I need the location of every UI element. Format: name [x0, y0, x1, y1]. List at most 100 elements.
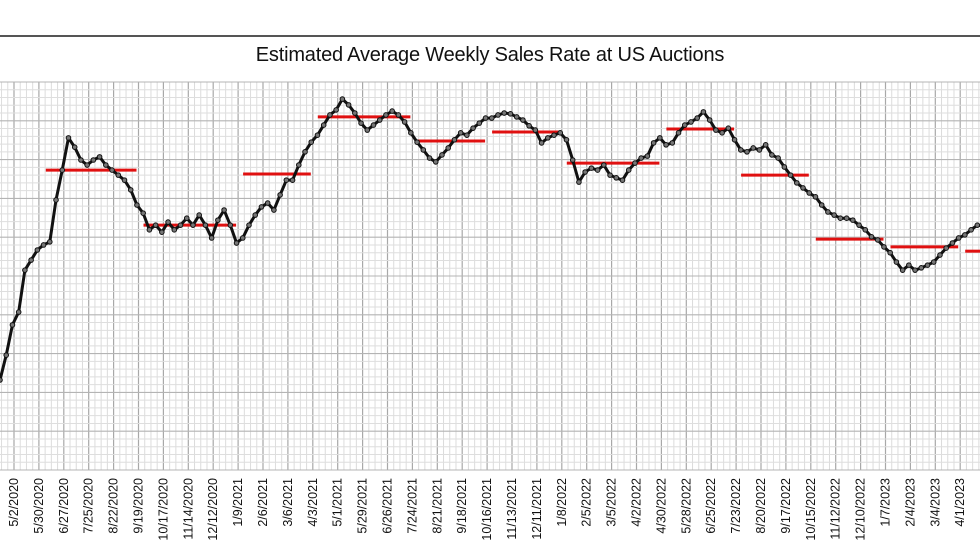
data-point — [713, 127, 719, 133]
data-point — [874, 237, 881, 243]
data-point — [632, 160, 638, 166]
data-point — [457, 130, 464, 136]
data-point — [663, 142, 669, 148]
data-point — [109, 167, 115, 173]
data-point — [71, 144, 78, 150]
data-point — [544, 135, 551, 141]
x-tick-label: 7/25/2020 — [82, 478, 96, 534]
data-point — [159, 229, 165, 235]
data-point — [333, 107, 339, 113]
x-tick-label: 3/5/2022 — [605, 478, 619, 527]
data-point — [389, 108, 395, 114]
x-tick-label: 8/22/2020 — [107, 478, 121, 534]
data-point — [302, 149, 308, 155]
data-point — [327, 112, 333, 118]
data-point — [383, 112, 389, 118]
data-point — [837, 215, 844, 221]
data-point — [638, 155, 644, 161]
data-point — [470, 125, 476, 131]
data-point — [488, 115, 495, 121]
x-tick-label: 4/1/2023 — [953, 478, 967, 527]
chart-title: Estimated Average Weekly Sales Rate at U… — [255, 44, 725, 66]
data-point — [569, 157, 576, 163]
data-point — [781, 164, 788, 170]
data-point — [644, 153, 651, 159]
data-point — [681, 122, 688, 128]
data-point — [9, 322, 16, 328]
data-point — [376, 117, 383, 123]
data-point — [725, 125, 732, 131]
x-tick-label: 1/9/2021 — [231, 478, 245, 527]
data-point — [28, 257, 34, 263]
data-point — [688, 119, 694, 125]
data-point — [103, 162, 109, 168]
data-point — [420, 147, 427, 153]
data-point — [495, 112, 501, 118]
data-point — [96, 154, 103, 160]
header-divider — [0, 35, 980, 37]
x-tick-label: 3/4/2023 — [928, 478, 942, 527]
data-point — [899, 267, 906, 273]
data-point — [787, 172, 794, 178]
data-point — [881, 244, 887, 250]
data-point — [246, 222, 252, 228]
x-axis-tick-labels: 5/2/2020 5/30/2020 6/27/2020 7/25/2020 8/22/… — [7, 478, 967, 541]
data-point — [464, 132, 470, 138]
data-point — [40, 242, 47, 248]
data-point — [657, 135, 663, 141]
data-point — [563, 137, 570, 143]
data-point — [607, 172, 613, 178]
data-point — [918, 265, 925, 271]
data-point — [800, 185, 806, 191]
data-point — [352, 110, 358, 116]
data-point — [532, 127, 539, 133]
data-point — [59, 167, 66, 173]
data-point — [208, 235, 215, 241]
data-point — [426, 155, 433, 161]
data-point — [395, 112, 402, 118]
data-point — [115, 172, 122, 178]
grid — [0, 81, 980, 471]
x-tick-label: 4/2/2022 — [630, 478, 644, 527]
data-point — [513, 114, 520, 120]
data-point — [121, 177, 128, 183]
data-point — [806, 190, 813, 196]
data-point — [196, 212, 202, 218]
data-point — [165, 219, 171, 225]
x-tick-label: 2/4/2023 — [903, 478, 917, 527]
data-point — [90, 157, 97, 163]
data-point — [744, 149, 750, 155]
data-point — [152, 222, 159, 228]
data-point — [364, 127, 371, 133]
data-point — [432, 159, 439, 165]
data-point — [694, 115, 700, 121]
data-point — [78, 157, 84, 163]
data-point — [227, 222, 234, 228]
data-point — [762, 142, 769, 148]
data-point — [320, 122, 327, 128]
x-tick-label: 2/5/2022 — [580, 478, 594, 527]
data-point — [451, 137, 458, 143]
x-tick-label: 4/30/2022 — [654, 478, 668, 534]
x-tick-label: 5/1/2021 — [331, 478, 345, 527]
data-point — [258, 204, 265, 210]
data-point — [183, 215, 190, 221]
x-tick-label: 6/26/2021 — [381, 478, 395, 534]
data-point — [756, 147, 763, 153]
data-point — [582, 169, 588, 175]
x-tick-label: 10/16/2021 — [480, 478, 494, 541]
data-point — [731, 137, 738, 143]
x-tick-label: 5/2/2020 — [7, 478, 21, 527]
data-point — [295, 162, 302, 168]
data-point — [202, 222, 209, 228]
data-point — [930, 259, 937, 265]
data-point — [127, 187, 134, 193]
x-tick-label: 11/13/2021 — [505, 478, 519, 540]
x-tick-label: 6/25/2022 — [704, 478, 718, 534]
data-point — [34, 247, 41, 253]
data-point — [271, 207, 277, 213]
data-point — [619, 177, 626, 183]
data-point — [750, 145, 757, 151]
data-point — [277, 192, 283, 198]
